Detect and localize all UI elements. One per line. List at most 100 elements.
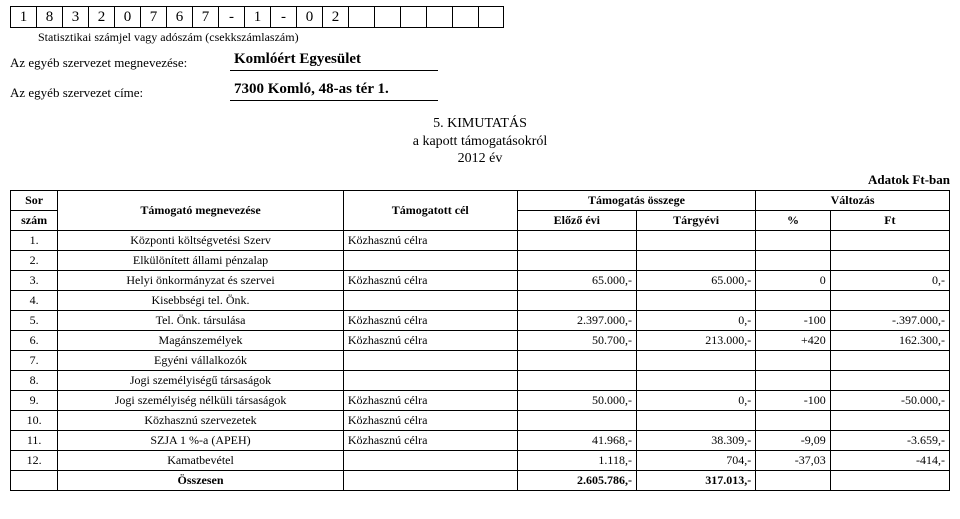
cell-sor: 3. <box>11 270 58 290</box>
cell-name: Tel. Önk. társulása <box>58 310 344 330</box>
cell-targy <box>636 230 755 250</box>
cell-pct <box>756 370 831 390</box>
cell-elozo: 2.605.786,- <box>517 470 636 490</box>
cell-ft: 0,- <box>830 270 949 290</box>
cell-ft <box>830 290 949 310</box>
stat-code-cell: - <box>270 6 296 28</box>
cell-cel: Közhasznú célra <box>343 270 517 290</box>
cell-ft <box>830 350 949 370</box>
cell-cel <box>343 450 517 470</box>
stat-code-row: 18320767-1-02 <box>10 6 950 28</box>
cell-name: Közhasznú szervezetek <box>58 410 344 430</box>
section-title-sub2: 2012 év <box>458 151 503 166</box>
cell-ft: -.397.000,- <box>830 310 949 330</box>
stat-code-cell: 3 <box>62 6 88 28</box>
cell-ft: -3.659,- <box>830 430 949 450</box>
cell-name: Központi költségvetési Szerv <box>58 230 344 250</box>
cell-elozo: 50.700,- <box>517 330 636 350</box>
cell-targy: 38.309,- <box>636 430 755 450</box>
cell-targy <box>636 350 755 370</box>
org-name-label: Az egyéb szervezet megnevezése: <box>10 55 230 71</box>
cell-cel: Közhasznú célra <box>343 330 517 350</box>
cell-sor: 9. <box>11 390 58 410</box>
stat-code-cell: 8 <box>36 6 62 28</box>
cell-pct: -100 <box>756 390 831 410</box>
stat-code-cell: 7 <box>192 6 218 28</box>
table-row-total: Összesen2.605.786,-317.013,- <box>11 470 950 490</box>
section-title: 5. KIMUTATÁS a kapott támogatásokról 201… <box>10 115 950 168</box>
stat-code-cell: 2 <box>322 6 348 28</box>
cell-cel <box>343 470 517 490</box>
cell-pct <box>756 470 831 490</box>
cell-name: Jogi személyiség nélküli társaságok <box>58 390 344 410</box>
table-row: 12.Kamatbevétel1.118,-704,--37,03-414,- <box>11 450 950 470</box>
cell-targy: 65.000,- <box>636 270 755 290</box>
table-row: 11.SZJA 1 %-a (APEH)Közhasznú célra41.96… <box>11 430 950 450</box>
cell-elozo <box>517 250 636 270</box>
support-table: Sor Támogató megnevezése Támogatott cél … <box>10 190 950 491</box>
table-row: 8.Jogi személyiségű társaságok <box>11 370 950 390</box>
table-row: 7.Egyéni vállalkozók <box>11 350 950 370</box>
cell-cel: Közhasznú célra <box>343 310 517 330</box>
org-addr-label: Az egyéb szervezet címe: <box>10 85 230 101</box>
stat-code-cell <box>348 6 374 28</box>
cell-ft <box>830 250 949 270</box>
cell-sor: 4. <box>11 290 58 310</box>
cell-pct <box>756 230 831 250</box>
cell-targy <box>636 290 755 310</box>
cell-targy <box>636 410 755 430</box>
section-title-no: 5. KIMUTATÁS <box>433 116 527 131</box>
cell-cel <box>343 370 517 390</box>
cell-cel: Közhasznú célra <box>343 430 517 450</box>
stat-code-cell: 1 <box>244 6 270 28</box>
stat-code-cell: 0 <box>114 6 140 28</box>
cell-elozo <box>517 410 636 430</box>
table-row: 4.Kisebbségi tel. Önk. <box>11 290 950 310</box>
cell-pct <box>756 410 831 430</box>
cell-name: Elkülönített állami pénzalap <box>58 250 344 270</box>
cell-cel: Közhasznú célra <box>343 230 517 250</box>
cell-sor: 6. <box>11 330 58 350</box>
cell-pct <box>756 250 831 270</box>
th-targy: Tárgyévi <box>636 210 755 230</box>
cell-sor: 10. <box>11 410 58 430</box>
cell-ft: -414,- <box>830 450 949 470</box>
cell-sor <box>11 470 58 490</box>
th-osszege: Támogatás összege <box>517 190 755 210</box>
cell-cel <box>343 290 517 310</box>
org-name-value: Komlóért Egyesület <box>230 51 438 71</box>
cell-cel <box>343 350 517 370</box>
cell-sor: 7. <box>11 350 58 370</box>
cell-targy: 0,- <box>636 310 755 330</box>
cell-sor: 8. <box>11 370 58 390</box>
table-row: 2.Elkülönített állami pénzalap <box>11 250 950 270</box>
th-elozo: Előző évi <box>517 210 636 230</box>
cell-pct <box>756 350 831 370</box>
cell-elozo <box>517 370 636 390</box>
th-pct: % <box>756 210 831 230</box>
cell-elozo: 1.118,- <box>517 450 636 470</box>
cell-sor: 2. <box>11 250 58 270</box>
stat-code-cell: 0 <box>296 6 322 28</box>
table-row: 1.Központi költségvetési SzervKözhasznú … <box>11 230 950 250</box>
stat-code-cell <box>478 6 504 28</box>
cell-elozo: 65.000,- <box>517 270 636 290</box>
th-sor: Sor <box>11 190 58 210</box>
cell-name: Magánszemélyek <box>58 330 344 350</box>
th-tamogato: Támogató megnevezése <box>58 190 344 230</box>
cell-ft: 162.300,- <box>830 330 949 350</box>
cell-ft <box>830 470 949 490</box>
table-row: 9.Jogi személyiség nélküli társaságokKöz… <box>11 390 950 410</box>
cell-targy: 704,- <box>636 450 755 470</box>
cell-ft <box>830 370 949 390</box>
cell-pct: -37,03 <box>756 450 831 470</box>
cell-name: Jogi személyiségű társaságok <box>58 370 344 390</box>
stat-code-cell: 1 <box>10 6 36 28</box>
table-row: 3.Helyi önkormányzat és szerveiKözhasznú… <box>11 270 950 290</box>
cell-elozo <box>517 230 636 250</box>
table-row: 5.Tel. Önk. társulásaKözhasznú célra2.39… <box>11 310 950 330</box>
th-valtozas: Változás <box>756 190 950 210</box>
cell-name: Egyéni vállalkozók <box>58 350 344 370</box>
cell-sor: 11. <box>11 430 58 450</box>
cell-sor: 1. <box>11 230 58 250</box>
